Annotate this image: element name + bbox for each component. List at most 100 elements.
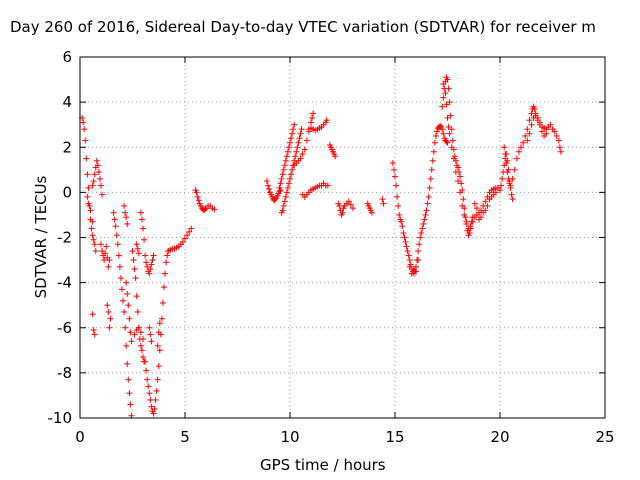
data-point: [460, 196, 467, 203]
data-point: [440, 94, 447, 101]
data-point: [443, 138, 450, 145]
data-point: [95, 169, 102, 176]
data-point: [93, 157, 100, 164]
data-point: [85, 184, 92, 191]
data-point: [84, 193, 91, 200]
data-point: [127, 329, 134, 336]
data-point: [408, 270, 415, 277]
x-tick-label: 5: [180, 428, 190, 446]
data-point: [158, 315, 165, 322]
data-point: [520, 139, 527, 146]
data-point: [298, 126, 305, 133]
data-point: [138, 216, 145, 223]
data-point: [105, 263, 112, 270]
data-point: [121, 308, 128, 315]
data-point: [418, 229, 425, 236]
data-point: [120, 297, 127, 304]
data-point: [458, 180, 465, 187]
data-point: [117, 275, 124, 282]
data-point: [432, 132, 439, 139]
data-point: [427, 175, 434, 182]
data-point: [299, 151, 306, 158]
data-point: [503, 160, 510, 167]
data-point: [89, 232, 96, 239]
data-point: [389, 160, 396, 167]
data-point: [90, 327, 97, 334]
data-point: [469, 218, 476, 225]
data-point: [498, 182, 505, 189]
data-point: [89, 311, 96, 318]
data-point: [291, 121, 298, 128]
data-point: [310, 110, 317, 117]
data-point: [444, 76, 451, 83]
data-point: [400, 229, 407, 236]
data-point: [133, 241, 140, 248]
data-point: [448, 126, 455, 133]
data-point: [146, 324, 153, 331]
data-point: [143, 367, 150, 374]
data-point: [184, 232, 191, 239]
data-point: [290, 126, 297, 133]
x-tick-label: 10: [280, 428, 299, 446]
data-point: [92, 248, 99, 255]
data-point: [82, 137, 89, 144]
data-point: [119, 286, 125, 293]
data-point: [112, 223, 119, 230]
data-point: [131, 331, 138, 338]
x-axis-label: GPS time / hours: [260, 456, 386, 474]
data-point: [482, 198, 489, 205]
data-point: [502, 151, 509, 158]
data-point: [467, 223, 474, 230]
data-point: [162, 270, 169, 277]
data-point: [195, 197, 202, 204]
data-point: [324, 182, 331, 189]
data-point: [501, 144, 508, 151]
data-point: [303, 137, 310, 144]
data-point: [287, 139, 293, 146]
data-point: [323, 117, 330, 124]
data-point: [294, 144, 301, 151]
data-point: [417, 234, 424, 241]
data-point: [392, 173, 398, 180]
data-point: [137, 329, 144, 336]
x-axis-ticks: 0 5 10 15 20 25: [75, 57, 615, 446]
data-point: [110, 209, 117, 216]
data-point: [473, 205, 480, 212]
y-tick-label: -6: [57, 319, 72, 337]
data-point: [380, 200, 387, 207]
data-point: [126, 390, 133, 397]
data-point: [272, 196, 279, 203]
x-tick-label: 25: [595, 428, 614, 446]
data-point: [478, 214, 485, 221]
data-point: [446, 130, 453, 137]
y-tick-label: 4: [62, 93, 72, 111]
data-point: [152, 396, 159, 403]
y-tick-label: -10: [48, 409, 73, 427]
data-point: [401, 234, 408, 241]
data-point: [91, 331, 98, 338]
data-point: [301, 146, 308, 153]
data-point: [423, 207, 430, 214]
data-point: [90, 178, 97, 185]
data-point: [442, 90, 449, 97]
data-point: [415, 248, 422, 255]
data-point: [146, 270, 153, 277]
data-point: [99, 191, 106, 198]
data-point: [156, 320, 163, 327]
data-point: [143, 259, 150, 266]
data-point: [425, 193, 432, 200]
data-point: [280, 166, 287, 173]
data-point: [508, 191, 515, 198]
data-point: [83, 155, 90, 162]
data-point: [406, 263, 413, 270]
data-point: [98, 182, 104, 189]
data-point: [444, 114, 451, 121]
data-point: [289, 166, 296, 173]
y-tick-label: -2: [57, 229, 72, 247]
data-point: [154, 376, 161, 383]
data-point: [459, 202, 466, 209]
data-point: [455, 164, 461, 171]
data-point: [126, 315, 133, 322]
data-point: [406, 257, 413, 264]
data-point: [419, 225, 426, 232]
